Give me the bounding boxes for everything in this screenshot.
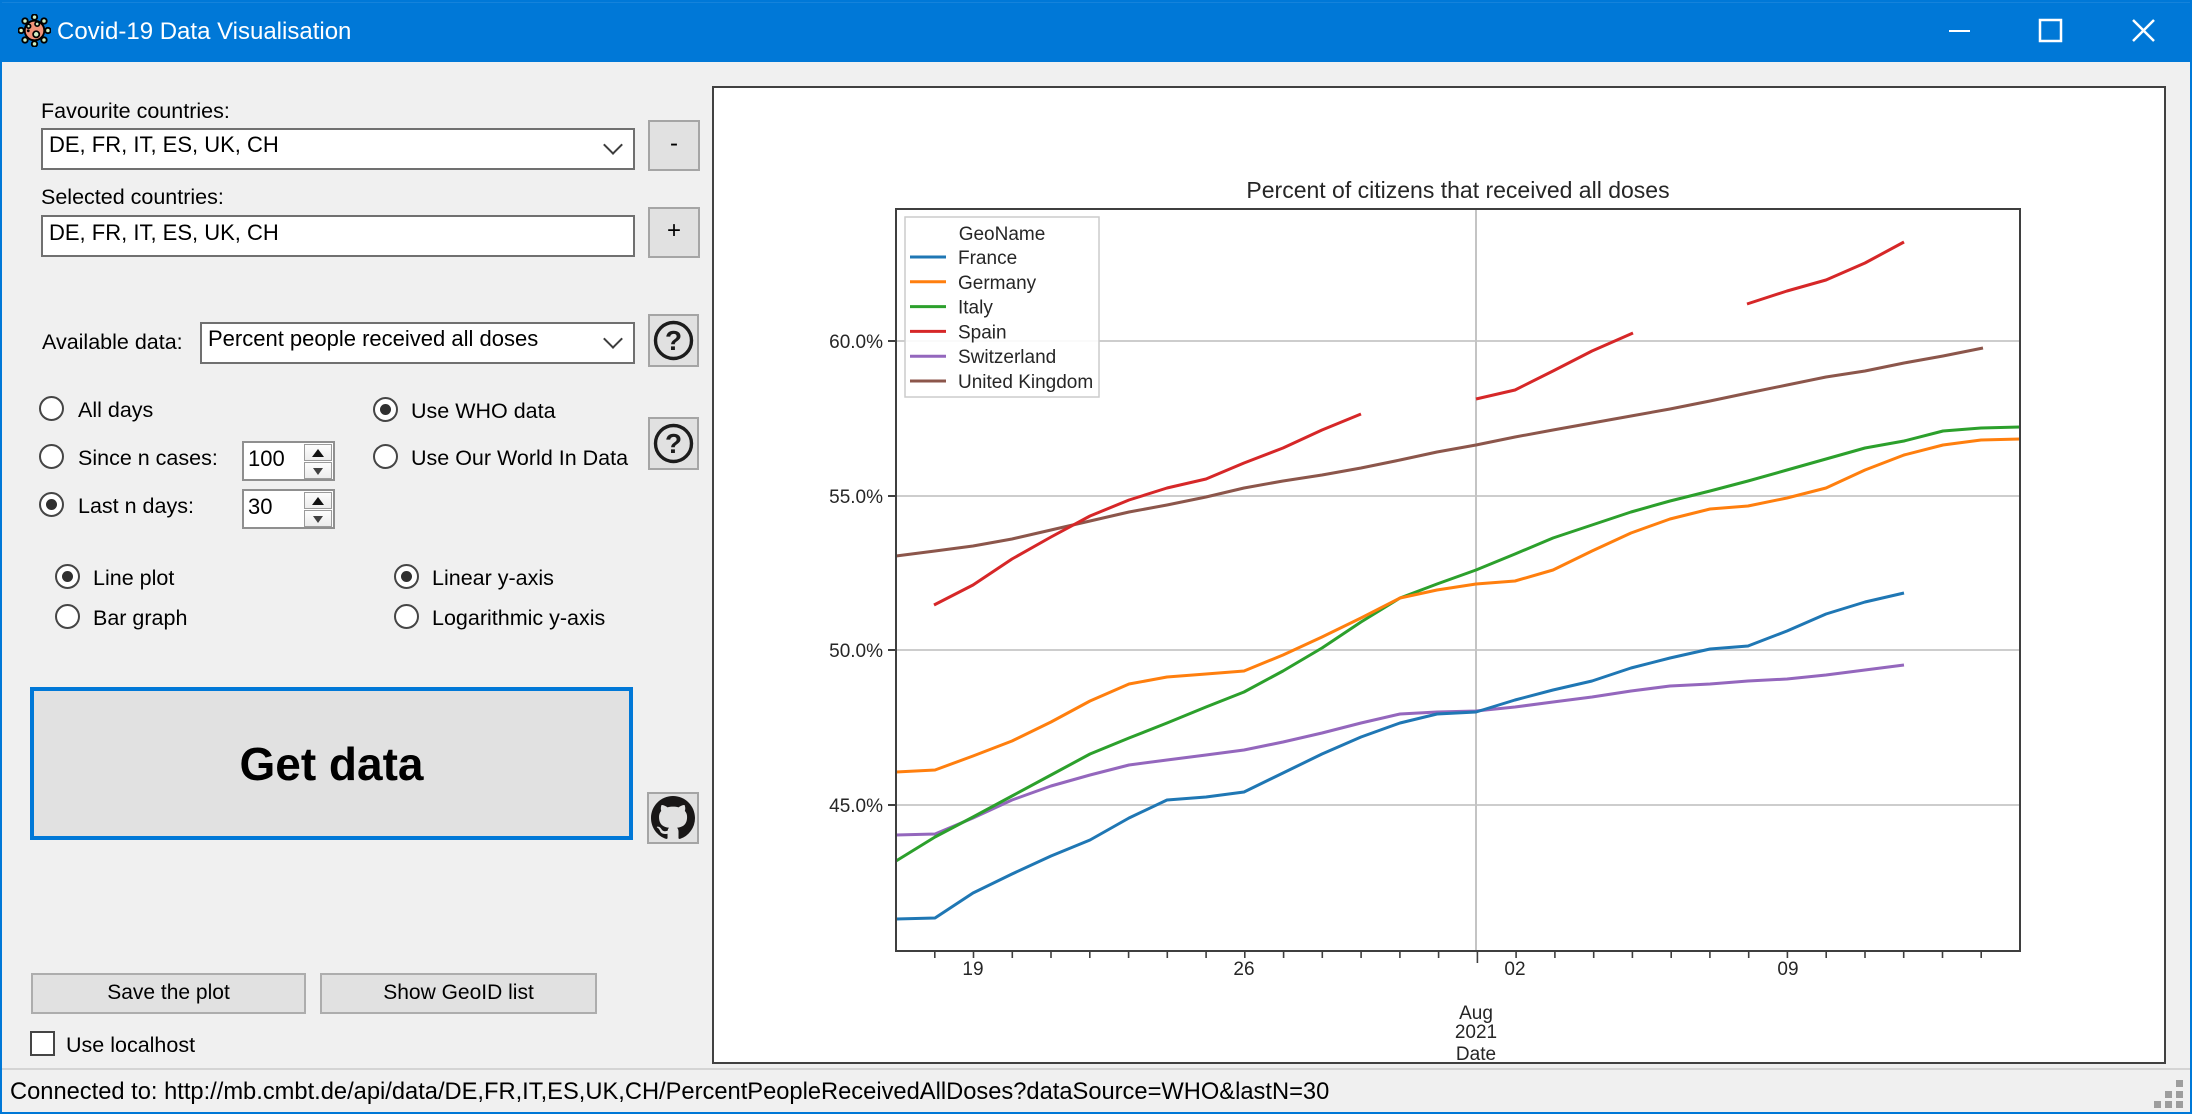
- svg-text:Percent of citizens that recei: Percent of citizens that received all do…: [1246, 177, 1669, 203]
- svg-text:2021: 2021: [1455, 1022, 1497, 1043]
- svg-text:19: 19: [962, 959, 983, 980]
- svg-text:Spain: Spain: [958, 322, 1007, 343]
- svg-text:GeoName: GeoName: [959, 224, 1046, 245]
- svg-text:Switzerland: Switzerland: [958, 347, 1056, 368]
- svg-text:50.0%: 50.0%: [829, 641, 883, 662]
- svg-text:55.0%: 55.0%: [829, 487, 883, 508]
- svg-text:?: ?: [665, 428, 682, 459]
- svg-text:Italy: Italy: [958, 298, 993, 319]
- svg-text:45.0%: 45.0%: [829, 796, 883, 817]
- svg-text:26: 26: [1233, 959, 1254, 980]
- svg-text:Germany: Germany: [958, 273, 1037, 294]
- svg-text:09: 09: [1777, 959, 1798, 980]
- svg-text:?: ?: [665, 325, 682, 356]
- svg-text:60.0%: 60.0%: [829, 332, 883, 353]
- svg-text:02: 02: [1504, 959, 1525, 980]
- svg-text:Date: Date: [1456, 1044, 1496, 1062]
- svg-text:United Kingdom: United Kingdom: [958, 372, 1093, 393]
- svg-text:Aug: Aug: [1459, 1003, 1493, 1024]
- svg-text:France: France: [958, 248, 1017, 269]
